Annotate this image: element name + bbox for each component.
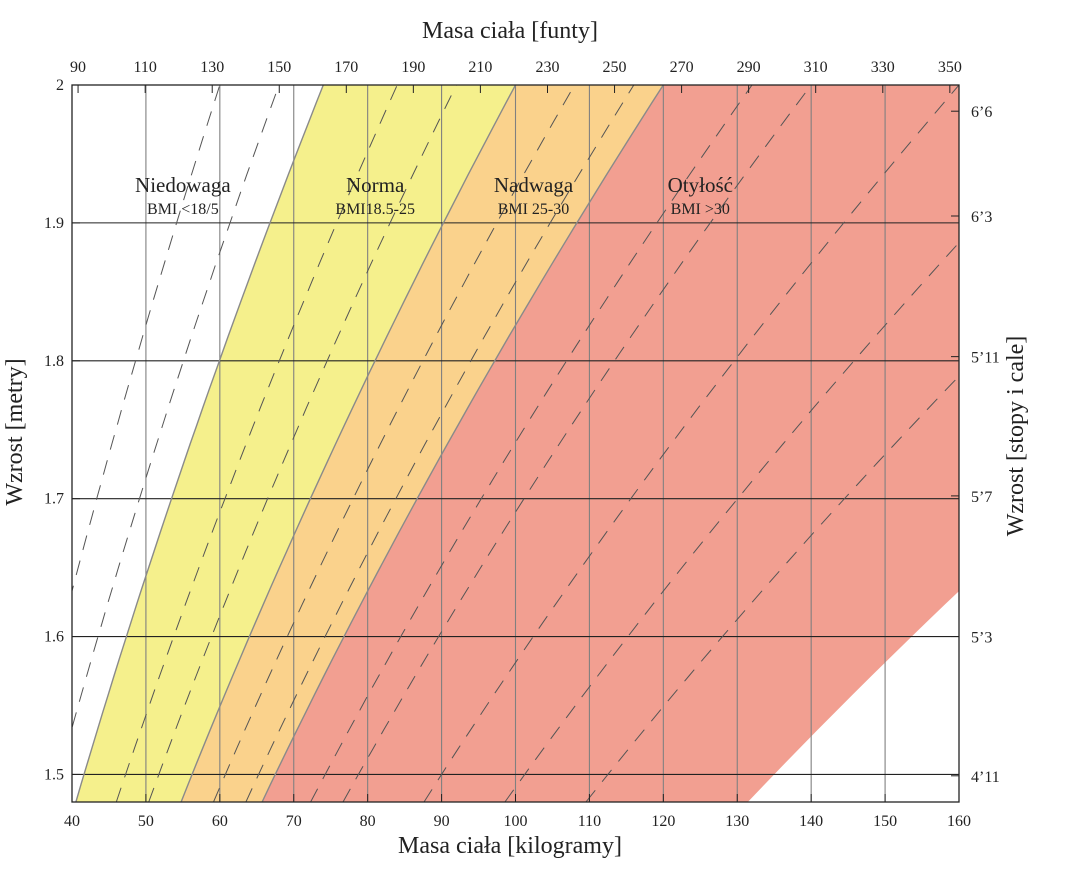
dashed-line-bmi-35: [342, 85, 812, 802]
zone-niedowaga: [72, 85, 324, 802]
boundary-line-bmi-30: [261, 85, 664, 802]
dashed-line-bmi-27: [213, 85, 576, 802]
x2-axis-title: Masa ciała [funty]: [422, 18, 598, 44]
y-axis-title: Wzrost [metry]: [2, 358, 28, 505]
x-tick-label-60: 60: [212, 813, 228, 830]
x-tick-label-160: 160: [947, 813, 971, 830]
y-tick-label-1.9: 1.9: [44, 215, 64, 232]
y2-tick-label-6-3: 6’3: [971, 209, 992, 226]
category-name-oty-os-c: Otyłość: [668, 173, 733, 197]
x2-tick-label-170: 170: [334, 59, 358, 76]
category-name-norma: Norma: [346, 173, 405, 197]
category-range-nadwaga: BMI 25-30: [498, 201, 570, 218]
dashed-line-bmi-45: [504, 241, 959, 802]
boundary-line-bmi-25: [180, 85, 517, 802]
y2-tick-label-5-3: 5’3: [971, 630, 992, 647]
category-name-nadwaga: Nadwaga: [494, 173, 574, 197]
x-tick-label-110: 110: [578, 813, 601, 830]
category-range-oty-os-c: BMI >30: [671, 201, 730, 218]
x2-tick-label-230: 230: [536, 59, 560, 76]
x2-tick-label-190: 190: [401, 59, 425, 76]
y-tick-label-2: 2: [56, 77, 64, 94]
x-tick-label-90: 90: [434, 813, 450, 830]
x2-tick-label-330: 330: [871, 59, 895, 76]
boundary-line-bmi-18.5: [75, 85, 324, 802]
y2-tick-label-5-11: 5’11: [971, 350, 1000, 367]
bmi-zones: [72, 85, 959, 802]
axis-ticks: 40 50 60 70 80 90 100 110 120 130 140 150 160 90 110 13…: [44, 59, 1000, 830]
y-tick-label-1.8: 1.8: [44, 353, 64, 370]
x2-tick-label-310: 310: [804, 59, 828, 76]
x-tick-label-50: 50: [138, 813, 154, 830]
y2-tick-label-4-11: 4’11: [971, 769, 1000, 786]
y2-tick-label-5-7: 5’7: [971, 489, 992, 506]
x2-tick-label-130: 130: [200, 59, 224, 76]
dashed-line-bmi-29: [245, 85, 635, 802]
zone-norma: [75, 85, 516, 802]
bmi-boundary-lines: [75, 85, 664, 802]
x2-tick-label-270: 270: [670, 59, 694, 76]
y2-tick-label-6-6: 6’6: [971, 104, 992, 121]
x-tick-label-140: 140: [799, 813, 823, 830]
y2-axis-title: Wzrost [stopy i cale]: [1003, 336, 1029, 537]
x-tick-label-100: 100: [504, 813, 528, 830]
category-labels: Niedowaga BMI <18/5 Norma BMI18.5-25 Nadwaga…: [135, 173, 733, 218]
x2-tick-label-290: 290: [737, 59, 761, 76]
x-tick-label-40: 40: [64, 813, 80, 830]
dashed-line-bmi-40: [423, 85, 959, 802]
x2-tick-label-210: 210: [468, 59, 492, 76]
dashed-line-bmi-17: [72, 85, 280, 730]
grid-lines: [72, 85, 959, 802]
zone-nadwaga: [181, 85, 664, 802]
y-tick-label-1.7: 1.7: [44, 491, 64, 508]
x-tick-label-80: 80: [360, 813, 376, 830]
category-name-niedowaga: Niedowaga: [135, 173, 231, 197]
x-axis-title: Masa ciała [kilogramy]: [398, 833, 622, 859]
x2-tick-label-250: 250: [603, 59, 627, 76]
dashed-line-bmi-50: [585, 375, 959, 802]
x2-tick-label-350: 350: [938, 59, 962, 76]
category-range-norma: BMI18.5-25: [335, 201, 415, 218]
category-range-niedowaga: BMI <18/5: [147, 201, 219, 218]
x-tick-label-70: 70: [286, 813, 302, 830]
dashed-bmi-lines: [72, 85, 959, 802]
x-tick-label-130: 130: [725, 813, 749, 830]
y-tick-label-1.5: 1.5: [44, 766, 64, 783]
x2-tick-label-150: 150: [267, 59, 291, 76]
x2-tick-label-110: 110: [133, 59, 156, 76]
x-tick-label-120: 120: [651, 813, 675, 830]
dashed-line-bmi-15: [72, 85, 221, 594]
x2-tick-label-90: 90: [70, 59, 86, 76]
x-tick-label-150: 150: [873, 813, 897, 830]
dashed-line-bmi-33: [310, 85, 753, 802]
zone-oty-os-c: [262, 85, 959, 802]
y-tick-label-1.6: 1.6: [44, 629, 64, 646]
